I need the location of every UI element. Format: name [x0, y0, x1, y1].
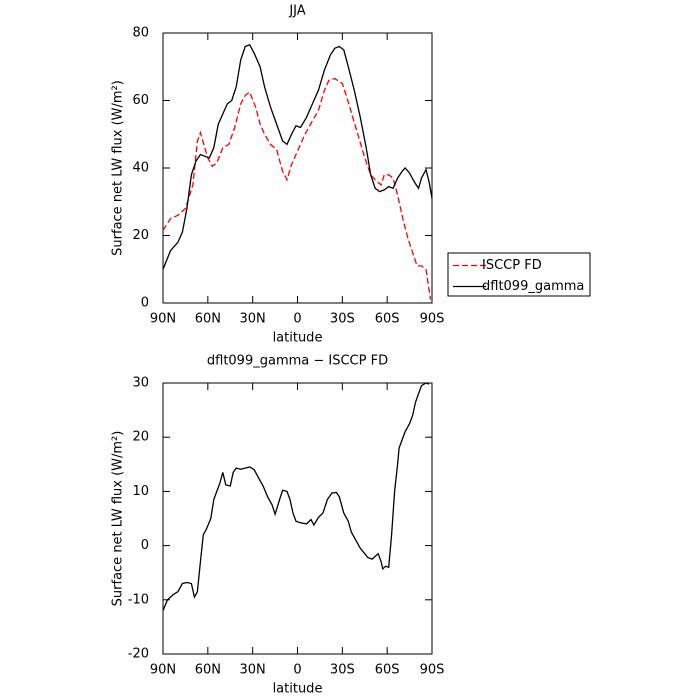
data-line [162, 77, 432, 300]
x-tick-label: 90S [420, 312, 445, 327]
y-tick-label: 60 [132, 93, 149, 108]
x-tick-label: 90S [420, 663, 445, 678]
y-tick-label: 80 [132, 26, 149, 41]
x-tick-label: 30S [330, 663, 355, 678]
y-tick-label: 40 [132, 161, 149, 176]
y-tick-label: -20 [128, 647, 149, 662]
y-tick-label: -10 [128, 592, 149, 607]
x-tick-label: 60S [375, 663, 400, 678]
x-tick-label: 60S [375, 312, 400, 327]
x-tick-label: 30N [240, 312, 266, 327]
x-tick-label: 0 [293, 663, 301, 678]
y-tick-label: 10 [132, 484, 149, 499]
x-tick-label: 30N [240, 663, 266, 678]
legend-label: dflt099_gamma [482, 279, 584, 294]
y-axis-label: Surface net LW flux (W/m²) [111, 80, 126, 256]
data-line [162, 382, 430, 611]
y-axis-label: Surface net LW flux (W/m²) [111, 431, 126, 607]
x-tick-label: 0 [293, 312, 301, 327]
plot-frame [162, 32, 433, 304]
x-tick-label: 90N [150, 312, 176, 327]
plot-frame [162, 382, 433, 655]
y-tick-label: 0 [141, 296, 149, 311]
chart-title: JJA [288, 4, 305, 19]
x-axis-label: latitude [273, 331, 323, 346]
x-tick-label: 60N [195, 663, 221, 678]
x-tick-label: 90N [150, 663, 176, 678]
y-tick-label: 0 [141, 538, 149, 553]
x-tick-label: 30S [330, 312, 355, 327]
x-axis-label: latitude [273, 682, 323, 697]
y-tick-label: 20 [132, 430, 149, 445]
data-line [162, 43, 433, 270]
x-tick-label: 60N [195, 312, 221, 327]
legend-box [447, 252, 591, 297]
y-tick-label: 20 [132, 228, 149, 243]
y-tick-label: 30 [132, 376, 149, 391]
chart-title: dflt099_gamma − ISCCP FD [207, 354, 388, 369]
legend-label: ISCCP FD [482, 258, 542, 273]
